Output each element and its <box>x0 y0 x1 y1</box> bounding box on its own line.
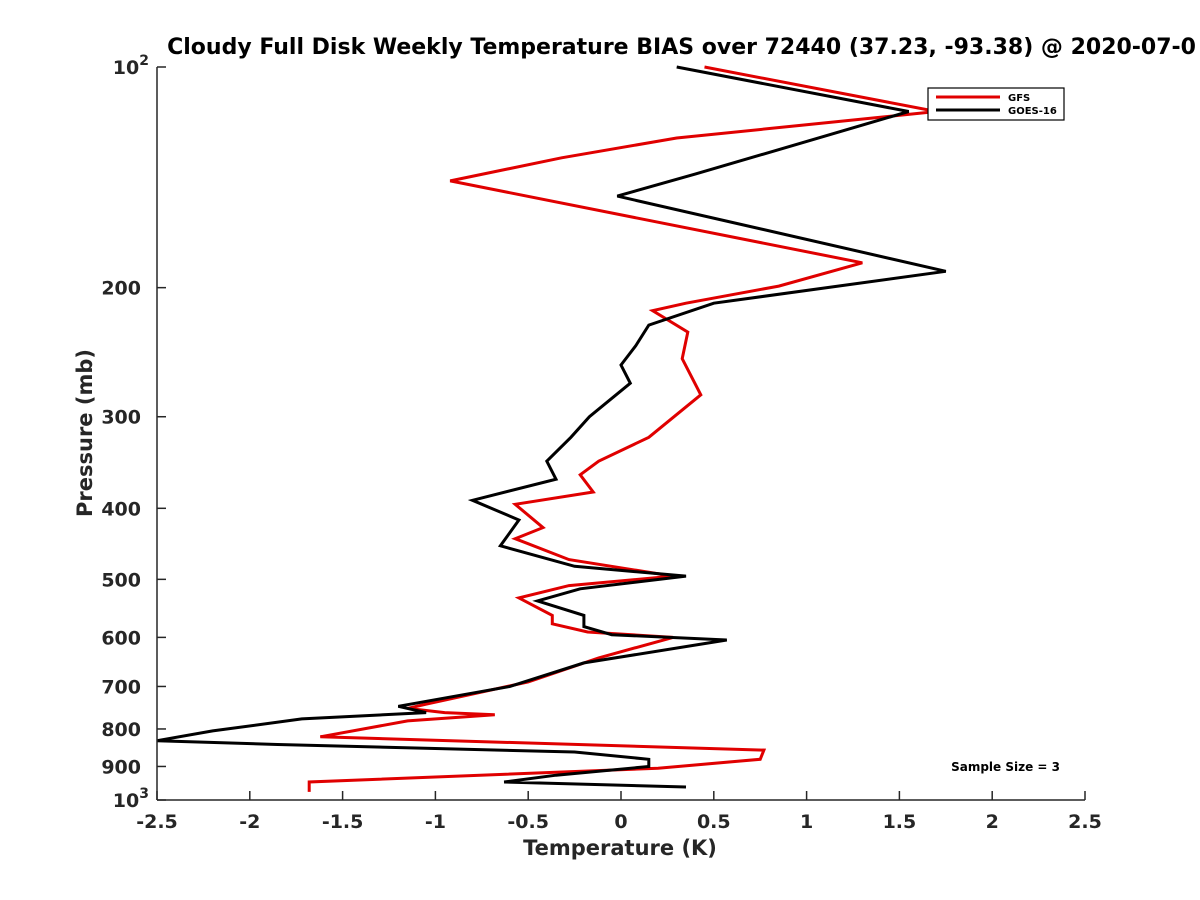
series-line-gfs <box>307 65 937 792</box>
y-tick-label: 103 <box>113 786 149 812</box>
y-tick-label: 300 <box>101 407 141 429</box>
sample-size-annotation: Sample Size = 3 <box>951 760 1060 774</box>
axes-layer: -2.5 -2 -1.5 -1 -0.5 0 0.5 1 1.5 2 2.5 102 200 300 400… <box>101 53 1102 833</box>
x-tick-label: 0 <box>614 811 627 833</box>
legend-box <box>927 87 1065 121</box>
x-tick-label: -0.5 <box>507 811 549 833</box>
x-tick-label: 1 <box>800 811 813 833</box>
x-tick-label: -1 <box>425 811 446 833</box>
y-tick-label: 700 <box>101 676 141 698</box>
y-tick-label: 102 <box>113 53 149 79</box>
y-tick-label: 200 <box>101 278 141 300</box>
chart-title: Cloudy Full Disk Weekly Temperature BIAS… <box>167 35 1196 60</box>
x-tick-label: -1.5 <box>322 811 364 833</box>
x-tick-label: -2 <box>239 811 260 833</box>
x-tick-label: 2.5 <box>1068 811 1102 833</box>
x-tick-label: 2 <box>986 811 999 833</box>
y-tick-label: 400 <box>101 498 141 520</box>
y-tick-label: 500 <box>101 569 141 591</box>
y-tick-label: 900 <box>101 756 141 778</box>
x-tick-label: 1.5 <box>883 811 917 833</box>
y-tick-label: 600 <box>101 627 141 649</box>
series-layer <box>156 65 947 792</box>
series-line-goes-16 <box>156 65 947 789</box>
x-tick-label: 0.5 <box>697 811 731 833</box>
x-axis-label: Temperature (K) <box>523 836 717 860</box>
legend: GFS GOES-16 <box>927 87 1065 121</box>
legend-entry: GOES-16 <box>1008 106 1057 117</box>
y-axis-label: Pressure (mb) <box>73 349 97 517</box>
x-tick-label: -2.5 <box>136 811 178 833</box>
legend-entry: GFS <box>1008 93 1030 104</box>
y-tick-label: 800 <box>101 719 141 741</box>
